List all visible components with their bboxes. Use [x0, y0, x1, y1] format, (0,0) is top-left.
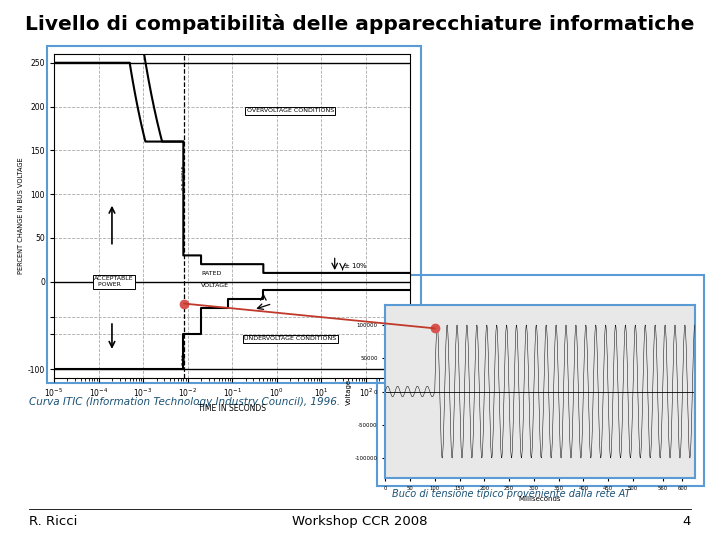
- Text: RATED: RATED: [201, 271, 222, 275]
- Text: Livello di compatibilità delle apparecchiature informatiche: Livello di compatibilità delle apparecch…: [25, 14, 695, 35]
- Text: 0.5 CYCLE: 0.5 CYCLE: [181, 165, 186, 190]
- Text: UNDERVOLTAGE CONDITIONS: UNDERVOLTAGE CONDITIONS: [244, 336, 336, 341]
- Text: 4: 4: [683, 515, 691, 528]
- Text: $\pm$ 10%: $\pm$ 10%: [343, 261, 368, 271]
- Text: R. Ricci: R. Ricci: [29, 515, 77, 528]
- Text: OVERVOLTAGE CONDITIONS: OVERVOLTAGE CONDITIONS: [246, 109, 334, 113]
- Text: ACCEPTABLE
  POWER: ACCEPTABLE POWER: [94, 276, 134, 287]
- Y-axis label: Voltage: Voltage: [346, 379, 352, 404]
- Text: Workshop CCR 2008: Workshop CCR 2008: [292, 515, 428, 528]
- Text: Buco di tensione tipico proveniente dalla rete AT: Buco di tensione tipico proveniente dall…: [392, 489, 631, 499]
- Text: 8.33 ms: 8.33 ms: [181, 345, 186, 365]
- Text: Curva ITIC (Information Technology Industry Council), 1996.: Curva ITIC (Information Technology Indus…: [29, 397, 340, 407]
- Y-axis label: PERCENT CHANGE IN BUS VOLTAGE: PERCENT CHANGE IN BUS VOLTAGE: [17, 158, 24, 274]
- Text: VOLTAGE: VOLTAGE: [201, 284, 229, 288]
- Bar: [47, 46, 421, 383]
- X-axis label: TIME IN SECONDS: TIME IN SECONDS: [198, 403, 266, 413]
- X-axis label: Milliseconds: Milliseconds: [518, 496, 562, 502]
- Bar: [377, 275, 704, 486]
